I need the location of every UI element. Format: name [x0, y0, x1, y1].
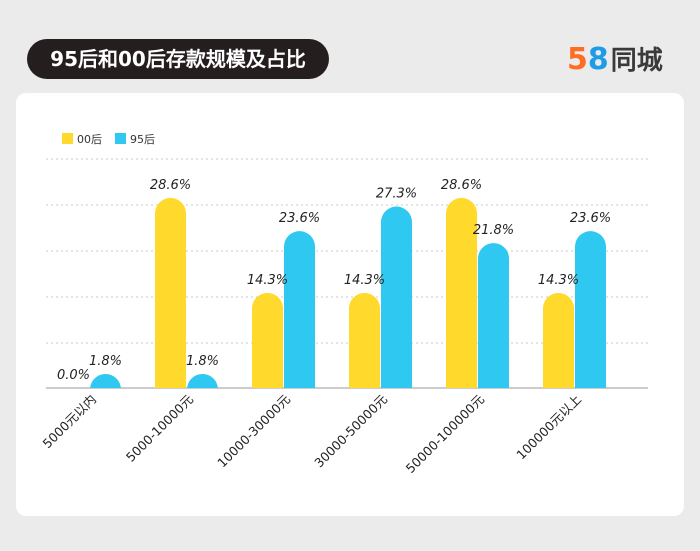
data-label-0-0: 0.0%: [57, 368, 90, 383]
bar-0-3: [349, 292, 380, 388]
bar-1-1: [187, 374, 218, 390]
chart-title-badge: 95后和00后存款规模及占比: [27, 39, 329, 79]
chart-title: 95后和00后存款规模及占比: [50, 47, 306, 71]
data-label-0-5: 14.3%: [538, 273, 579, 288]
data-label-1-0: 1.8%: [89, 354, 122, 369]
bar-1-2: [284, 231, 315, 388]
bar-1-3: [381, 206, 412, 388]
bar-0-5: [543, 292, 574, 388]
bar-0-2: [252, 292, 283, 388]
chart-card: 00后 95后 0.0% 1.8% 28.6% 1.8% 14.3% 23.6% 14.3% 2…: [16, 93, 684, 516]
category-label-5: 100000元以上: [513, 392, 584, 463]
data-label-1-4: 21.8%: [473, 223, 514, 238]
bar-0-1: [155, 197, 186, 388]
bar-1-0: [90, 374, 121, 390]
legend-swatch-1: [115, 133, 126, 144]
category-label-3: 30000-50000元: [311, 392, 390, 471]
data-label-1-2: 23.6%: [279, 211, 320, 226]
brand-logo: 58同城: [567, 40, 663, 80]
logo-digit-5: 5: [567, 42, 588, 77]
data-label-1-3: 27.3%: [376, 187, 417, 202]
legend-swatch-0: [62, 133, 73, 144]
category-label-2: 10000-30000元: [214, 392, 293, 471]
data-label-1-1: 1.8%: [186, 354, 219, 369]
bar-chart: 00后 95后 0.0%1.8%28.6%1.8%14.3%23.6%14.3%2…: [40, 133, 648, 476]
bar-1-5: [575, 231, 606, 388]
bar-0-4: [446, 197, 477, 388]
category-label-0: 5000元以内: [40, 392, 100, 452]
data-label-0-3: 14.3%: [344, 273, 385, 288]
legend-label-0: 00后: [77, 133, 102, 146]
logo-digit-8: 8: [587, 42, 609, 77]
legend-label-1: 95后: [130, 133, 155, 146]
logo-text: 同城: [610, 46, 663, 76]
data-label-0-4: 28.6%: [441, 178, 482, 193]
data-label-1-5: 23.6%: [570, 211, 611, 226]
category-label-4: 50000-100000元: [403, 392, 487, 476]
bar-1-4: [478, 243, 509, 388]
category-label-1: 5000-10000元: [123, 392, 196, 465]
data-label-0-1: 28.6%: [150, 178, 191, 193]
data-label-0-2: 14.3%: [247, 273, 288, 288]
